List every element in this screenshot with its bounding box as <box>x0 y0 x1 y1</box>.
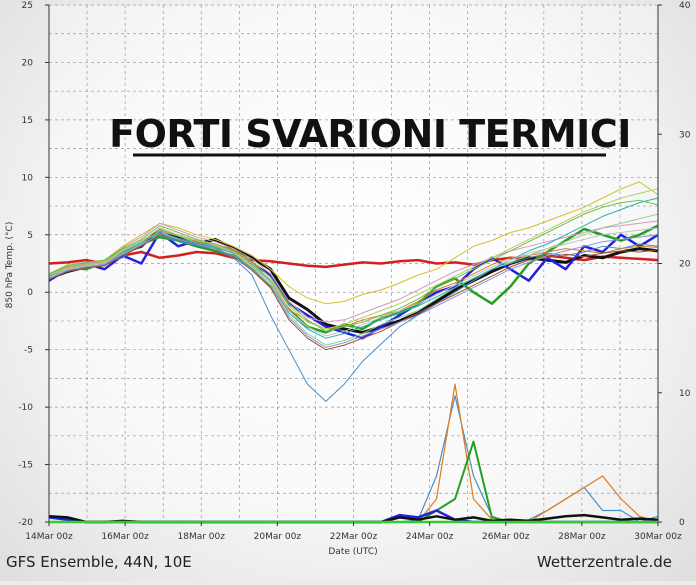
overlay-title: FORTI SVARIONI TERMICI <box>109 112 631 156</box>
y-tick-label: 25 <box>22 1 33 11</box>
x-tick-label: 30Mar 00z <box>634 532 682 542</box>
x-tick-label: 28Mar 00z <box>558 532 606 542</box>
y2-tick-label: 20 <box>679 260 691 270</box>
series-line-2 <box>48 231 659 340</box>
series-line-9 <box>48 234 659 351</box>
series-line-14 <box>48 188 659 330</box>
x-tick-label: 14Mar 00z <box>25 532 73 542</box>
series-line-11 <box>48 199 659 332</box>
x-tick-label: 22Mar 00z <box>330 532 378 542</box>
y-tick-label: -20 <box>18 518 33 528</box>
y2-tick-label: 10 <box>679 389 691 399</box>
y-tick-label: 15 <box>22 116 33 126</box>
series-line-0 <box>48 250 659 269</box>
footer-site: Wetterzentrale.de <box>536 553 672 571</box>
y-tick-label: 5 <box>27 231 33 241</box>
y-tick-label: -10 <box>18 403 33 413</box>
y2-tick-label: 30 <box>679 130 691 140</box>
y-tick-label: 10 <box>22 173 34 183</box>
series-line-6 <box>48 181 659 305</box>
y-axis-title: 850 hPa Temp. (°C) <box>5 222 15 309</box>
x-tick-label: 18Mar 00z <box>178 532 226 542</box>
y-tick-label: -15 <box>18 461 33 471</box>
footer-source: GFS Ensemble, 44N, 10E <box>6 553 192 571</box>
x-tick-label: 26Mar 00z <box>482 532 530 542</box>
y-tick-label: -5 <box>24 346 33 356</box>
y2-tick-label: 40 <box>679 1 691 11</box>
x-tick-label: 16Mar 00z <box>101 532 149 542</box>
x-axis-title: Date (UTC) <box>328 547 377 557</box>
y-tick-label: 0 <box>27 288 33 298</box>
series-line-12 <box>48 233 659 348</box>
y-tick-label: 20 <box>22 58 34 68</box>
x-tick-label: 20Mar 00z <box>254 532 302 542</box>
x-tick-label: 24Mar 00z <box>406 532 454 542</box>
series-line-10 <box>48 197 659 339</box>
axes: -20 -15 -10 -5 0 5 10 15 20 25 0 10 20 30 40 14Mar 00z 1… <box>18 1 690 542</box>
y2-tick-label: 0 <box>679 518 685 528</box>
